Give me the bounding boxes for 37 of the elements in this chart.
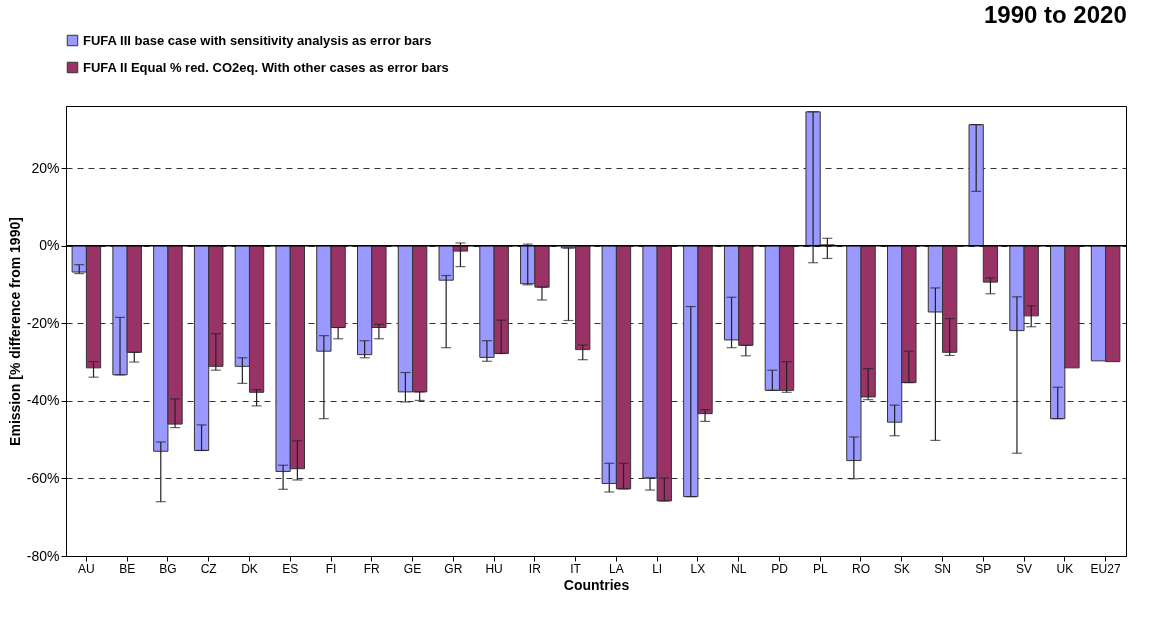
y-tick-label: 0% xyxy=(39,237,60,254)
x-tick-label: SP xyxy=(975,561,992,576)
y-tick-label: 20% xyxy=(31,159,60,176)
x-tick-label: BE xyxy=(119,561,136,576)
x-tick-label: LI xyxy=(652,561,663,576)
x-tick-label: AU xyxy=(78,561,95,576)
x-tick-label: NL xyxy=(731,561,747,576)
x-tick-label: LX xyxy=(690,561,706,576)
x-tick-label: LA xyxy=(609,561,624,576)
legend-label: FUFA II Equal % red. CO2eq. With other cases as error bars xyxy=(83,59,449,75)
x-tick-label: FI xyxy=(325,561,337,576)
y-tick-label: -20% xyxy=(26,314,60,331)
x-tick-label: BG xyxy=(159,561,177,576)
chart-title: 1990 to 2020 xyxy=(983,1,1127,28)
x-axis-title: Countries xyxy=(563,576,630,593)
x-tick-label: SN xyxy=(934,561,951,576)
x-tick-label: CZ xyxy=(200,561,217,576)
x-tick-label: RO xyxy=(852,561,870,576)
legend-label: FUFA III base case with sensitivity analysis as error bars xyxy=(83,32,432,48)
y-axis-title: Emission [% difference from 1990] xyxy=(6,217,23,446)
x-tick-label: IR xyxy=(528,561,542,576)
x-tick-label: IT xyxy=(570,561,582,576)
x-tick-label: GR xyxy=(444,561,463,576)
x-tick-label: FR xyxy=(363,561,381,576)
y-tick-label: -60% xyxy=(26,469,60,486)
x-tick-label: SV xyxy=(1016,561,1033,576)
x-tick-label: PL xyxy=(812,561,828,576)
x-tick-label: ES xyxy=(282,561,299,576)
y-tick-label: -40% xyxy=(26,392,60,409)
y-tick-label: -80% xyxy=(26,547,60,564)
x-tick-label: EU27 xyxy=(1090,561,1121,576)
x-tick-label: UK xyxy=(1056,561,1074,576)
x-tick-label: HU xyxy=(485,561,503,576)
x-tick-label: PD xyxy=(771,561,789,576)
x-tick-label: SK xyxy=(893,561,910,576)
x-tick-label: GE xyxy=(403,561,422,576)
x-tick-label: DK xyxy=(241,561,258,576)
